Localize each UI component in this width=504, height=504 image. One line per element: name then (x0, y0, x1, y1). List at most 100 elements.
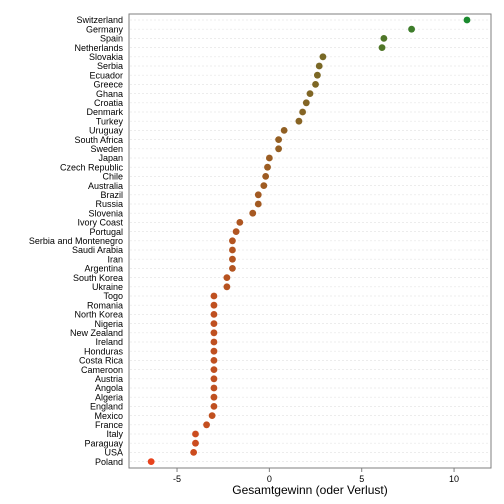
data-point (223, 283, 231, 291)
country-label: Argentina (84, 264, 123, 274)
data-point (315, 62, 323, 70)
data-point (312, 81, 319, 88)
country-label: France (95, 420, 123, 430)
data-point (147, 458, 155, 465)
data-point (190, 449, 198, 456)
country-label: Serbia (97, 61, 123, 71)
data-point (264, 163, 271, 171)
country-label: Portugal (89, 227, 123, 237)
data-point (229, 237, 236, 245)
data-point (210, 347, 218, 355)
data-point (210, 384, 218, 392)
data-point (203, 421, 210, 429)
country-label: Serbia and Montenegro (29, 236, 123, 246)
data-point (210, 320, 218, 327)
x-tick-label: -5 (173, 474, 181, 484)
data-point (208, 412, 216, 419)
country-label: Ecuador (89, 70, 123, 80)
country-label: Honduras (84, 346, 124, 356)
country-label: Turkey (96, 116, 124, 126)
country-label: Germany (86, 24, 124, 34)
grid-layer (130, 19, 490, 462)
country-label: Brazil (100, 190, 123, 200)
data-point (192, 430, 199, 438)
country-label: Russia (95, 199, 123, 209)
country-label: North Korea (74, 310, 123, 320)
data-point (229, 255, 236, 263)
country-label: Uruguay (89, 126, 124, 136)
country-label: Netherlands (74, 43, 123, 53)
y-tick-labels: SwitzerlandGermanySpainNetherlandsSlovak… (29, 15, 124, 467)
data-point (295, 117, 303, 125)
country-label: Slovenia (88, 208, 123, 218)
data-point (210, 292, 218, 300)
data-point (254, 191, 262, 199)
country-label: England (90, 402, 123, 412)
x-axis-title: Gesamtgewinn (oder Verlust) (232, 483, 387, 497)
country-label: Czech Republic (60, 162, 124, 172)
country-label: Italy (106, 429, 123, 439)
country-label: Slovakia (89, 52, 123, 62)
country-label: Iran (107, 254, 123, 264)
country-label: Angola (95, 383, 123, 393)
country-label: Sweden (90, 144, 123, 154)
country-label: New Zealand (70, 328, 123, 338)
x-tick-label: 5 (359, 474, 364, 484)
country-label: South Africa (74, 135, 123, 145)
country-label: Ivory Coast (77, 218, 123, 228)
country-label: Denmark (86, 107, 123, 117)
x-tick-label: 10 (449, 474, 459, 484)
country-label: Ghana (96, 89, 123, 99)
data-point (275, 136, 283, 144)
data-point (210, 301, 218, 309)
country-label: Costa Rica (79, 356, 123, 366)
x-tick-label: 0 (267, 474, 272, 484)
country-label: Mexico (94, 411, 123, 421)
country-label: Cameroon (81, 365, 123, 375)
country-label: Algeria (95, 392, 123, 402)
data-point (210, 375, 218, 383)
country-label: Croatia (94, 98, 123, 108)
country-label: Chile (102, 172, 123, 182)
data-point (210, 393, 218, 401)
data-point (265, 154, 273, 162)
country-label: Australia (88, 181, 123, 191)
data-point (249, 209, 257, 217)
country-label: Togo (103, 291, 123, 301)
country-label: Switzerland (76, 15, 123, 25)
x-axis-ticks: -5 0 5 10 (173, 468, 459, 484)
data-point (275, 145, 283, 153)
country-label: Greece (93, 80, 123, 90)
country-label: Ukraine (92, 282, 123, 292)
data-point (210, 357, 218, 364)
country-label: Poland (95, 457, 123, 467)
data-point (232, 228, 240, 236)
country-label: Japan (98, 153, 123, 163)
data-point (302, 99, 310, 107)
data-point (210, 403, 218, 410)
data-point (210, 311, 218, 318)
data-point (210, 338, 218, 346)
country-label: Paraguay (84, 438, 123, 448)
data-point (380, 35, 388, 42)
country-label: Romania (87, 300, 123, 310)
data-point (319, 53, 327, 61)
data-point (223, 274, 231, 281)
data-point (313, 71, 321, 79)
data-point (463, 16, 471, 24)
data-point (192, 439, 199, 447)
data-point (408, 25, 415, 33)
data-point (260, 182, 268, 190)
data-point (210, 366, 218, 373)
country-label: South Korea (73, 273, 123, 283)
data-point (306, 90, 314, 97)
country-label: USA (104, 448, 123, 458)
data-point (378, 44, 386, 51)
country-label: Ireland (95, 337, 123, 347)
data-point (262, 173, 270, 180)
country-label: Spain (100, 34, 123, 44)
country-label: Austria (95, 374, 123, 384)
data-point (236, 219, 244, 226)
data-point (210, 329, 218, 337)
